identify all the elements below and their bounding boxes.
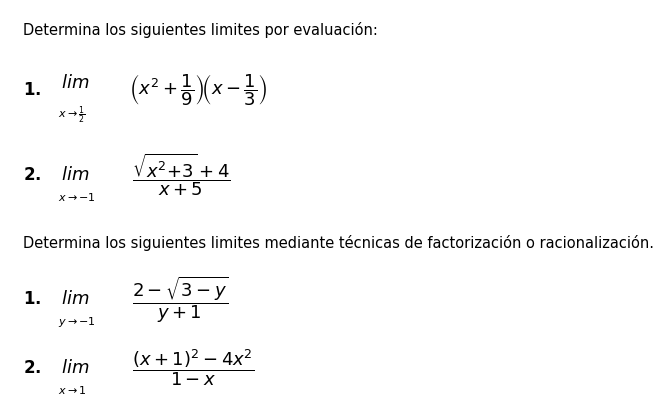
Text: $\mathit{lim}$: $\mathit{lim}$ [61, 74, 90, 92]
Text: $\dfrac{(x+1)^2-4x^2}{1-x}$: $\dfrac{(x+1)^2-4x^2}{1-x}$ [132, 346, 255, 387]
Text: Determina los siguientes limites por evaluación:: Determina los siguientes limites por eva… [23, 22, 378, 38]
Text: $\left(x^2+\dfrac{1}{9}\right)\!\left(x-\dfrac{1}{3}\right)$: $\left(x^2+\dfrac{1}{9}\right)\!\left(x-… [129, 73, 267, 108]
Text: $y{\rightarrow}{-1}$: $y{\rightarrow}{-1}$ [58, 314, 96, 328]
Text: $\mathbf{2.}$: $\mathbf{2.}$ [23, 166, 42, 183]
Text: $\mathit{lim}$: $\mathit{lim}$ [61, 166, 90, 183]
Text: $\dfrac{2-\sqrt{3-y}}{y+1}$: $\dfrac{2-\sqrt{3-y}}{y+1}$ [132, 273, 229, 324]
Text: $x{\rightarrow}\frac{1}{2}$: $x{\rightarrow}\frac{1}{2}$ [58, 104, 86, 126]
Text: $x{\rightarrow}{-1}$: $x{\rightarrow}{-1}$ [58, 190, 96, 203]
Text: $\mathit{lim}$: $\mathit{lim}$ [61, 358, 90, 376]
Text: $\mathit{lim}$: $\mathit{lim}$ [61, 290, 90, 308]
Text: $\mathbf{1.}$: $\mathbf{1.}$ [23, 290, 42, 308]
Text: $\mathbf{2.}$: $\mathbf{2.}$ [23, 358, 42, 376]
Text: $\dfrac{\sqrt{x^2{+}3}+4}{x+5}$: $\dfrac{\sqrt{x^2{+}3}+4}{x+5}$ [132, 151, 231, 198]
Text: $x{\rightarrow}1$: $x{\rightarrow}1$ [58, 383, 86, 395]
Text: Determina los siguientes limites mediante técnicas de factorización o racionaliz: Determina los siguientes limites mediant… [23, 235, 654, 251]
Text: $\mathbf{1.}$: $\mathbf{1.}$ [23, 81, 42, 99]
